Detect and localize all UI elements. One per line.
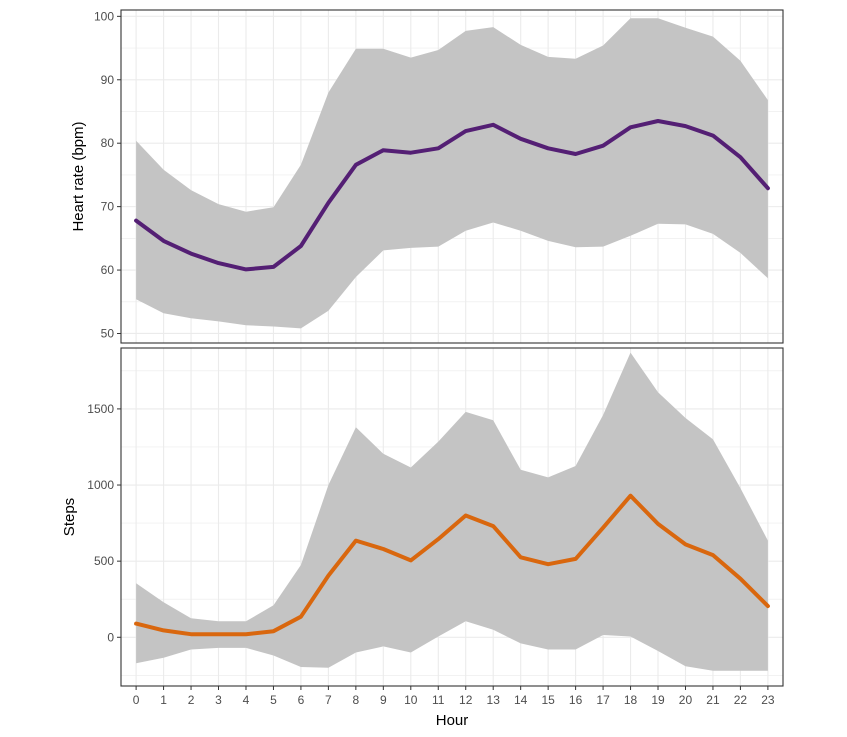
panel-border: [120, 9, 784, 344]
y-axis-ticks: 50 60 70 80 90 100: [94, 9, 121, 340]
panel-heart-rate: 50 60 70 80 90 100 Heart rate (bpm): [70, 9, 784, 344]
x-tick-label: 19: [651, 693, 665, 707]
y-axis-ticks: 0 500 1000 1500: [87, 402, 121, 644]
x-tick-label: 18: [624, 693, 638, 707]
x-tick-label: 17: [596, 693, 610, 707]
y-tick-label: 1000: [87, 478, 114, 492]
x-tick-label: 7: [325, 693, 332, 707]
y-tick-label: 0: [107, 630, 114, 644]
x-tick-label: 12: [459, 693, 473, 707]
x-tick-label: 16: [569, 693, 583, 707]
x-axis-title: Hour: [436, 712, 469, 729]
x-tick-label: 10: [404, 693, 418, 707]
x-tick-label: 13: [487, 693, 501, 707]
y-tick-label: 50: [101, 326, 115, 340]
x-tick-label: 3: [215, 693, 222, 707]
x-tick-label: 21: [706, 693, 720, 707]
x-tick-label: 5: [270, 693, 277, 707]
y-tick-label: 90: [101, 73, 115, 87]
x-tick-label: 23: [761, 693, 775, 707]
x-tick-label: 14: [514, 693, 528, 707]
x-tick-label: 20: [679, 693, 693, 707]
heart-rate-line: [134, 119, 770, 272]
x-tick-label: 6: [298, 693, 305, 707]
y-tick-label: 100: [94, 9, 114, 23]
y-tick-label: 1500: [87, 402, 114, 416]
x-tick-label: 4: [243, 693, 250, 707]
x-tick-label: 2: [188, 693, 195, 707]
steps-line: [134, 493, 770, 637]
y-tick-label: 80: [101, 136, 115, 150]
y-tick-label: 60: [101, 263, 115, 277]
x-tick-label: 11: [432, 693, 445, 707]
y-axis-title: Steps: [61, 498, 78, 536]
panel-steps: 0 500 1000 1500 Steps: [61, 347, 784, 687]
x-tick-label: 1: [160, 693, 167, 707]
x-tick-label: 15: [541, 693, 555, 707]
confidence-band: [136, 352, 768, 671]
y-tick-label: 500: [94, 554, 114, 568]
x-tick-label: 9: [380, 693, 387, 707]
y-axis-title: Heart rate (bpm): [70, 121, 87, 231]
y-tick-label: 70: [101, 200, 115, 214]
x-tick-label: 22: [734, 693, 748, 707]
x-tick-label: 8: [353, 693, 360, 707]
x-tick-label: 0: [133, 693, 140, 707]
x-axis-ticks: 0 1 2 3 4 5 6 7 8 9 10 11 12 13 14 15 16 17 18 19 20 21 22 23: [133, 686, 775, 707]
panel-border: [120, 347, 784, 687]
